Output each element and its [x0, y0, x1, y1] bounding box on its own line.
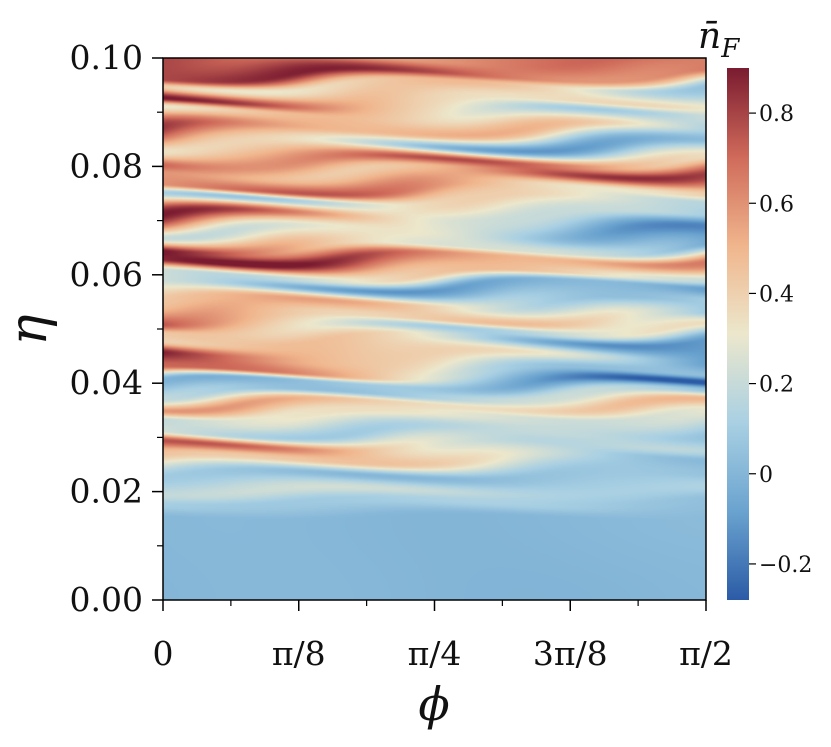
x-axis-title: ϕ [418, 677, 449, 731]
x-tick-label: π/4 [408, 634, 462, 673]
y-axis-title: η [0, 314, 59, 345]
x-tick-label: 0 [153, 634, 174, 673]
colorbar-ticks: −0.2 0 0.2 0.4 0.6 0.8 [749, 102, 812, 578]
x-tick-label: π/2 [679, 634, 733, 673]
x-tick-label: 3π/8 [533, 634, 608, 673]
y-tick-label: 0.00 [70, 580, 143, 619]
x-axis: 0 π/8 π/4 3π/8 π/2 [153, 600, 733, 673]
colorbar-title: n̄F [698, 16, 740, 64]
plot-area [162, 57, 707, 601]
colorbar-tick-label: 0.2 [759, 373, 794, 398]
colorbar-tick-label: 0.4 [759, 282, 794, 307]
y-tick-label: 0.08 [70, 146, 143, 185]
colorbar-tick-label: −0.2 [759, 553, 812, 578]
colorbar: −0.2 0 0.2 0.4 0.6 0.8 n̄F [698, 16, 812, 600]
colorbar-tick-label: 0.8 [759, 102, 794, 127]
y-tick-label: 0.06 [70, 255, 143, 294]
y-axis: 0.00 0.02 0.04 0.06 0.08 0.10 [70, 38, 163, 619]
y-tick-label: 0.04 [70, 363, 143, 402]
colorbar-title-main: n̄ [698, 16, 721, 57]
colorbar-tick-label: 0.6 [759, 192, 794, 217]
colorbar-title-sub: F [720, 34, 740, 64]
y-tick-label: 0.02 [70, 472, 143, 511]
x-tick-label: π/8 [272, 634, 326, 673]
colorbar-gradient [727, 68, 749, 600]
y-tick-label: 0.10 [70, 38, 143, 77]
colorbar-tick-label: 0 [759, 463, 773, 488]
